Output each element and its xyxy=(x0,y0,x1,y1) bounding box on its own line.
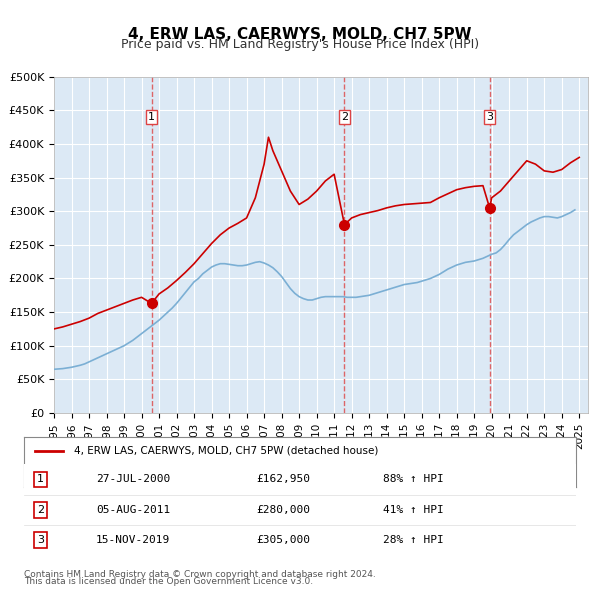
Text: 1: 1 xyxy=(148,112,155,122)
Text: Price paid vs. HM Land Registry's House Price Index (HPI): Price paid vs. HM Land Registry's House … xyxy=(121,38,479,51)
Text: HPI: Average price, detached house, Flintshire: HPI: Average price, detached house, Flin… xyxy=(74,468,315,478)
Text: This data is licensed under the Open Government Licence v3.0.: This data is licensed under the Open Gov… xyxy=(24,578,313,586)
Text: 4, ERW LAS, CAERWYS, MOLD, CH7 5PW (detached house): 4, ERW LAS, CAERWYS, MOLD, CH7 5PW (deta… xyxy=(74,445,378,455)
Text: 88% ↑ HPI: 88% ↑ HPI xyxy=(383,474,443,484)
Text: 28% ↑ HPI: 28% ↑ HPI xyxy=(383,535,443,545)
Text: £280,000: £280,000 xyxy=(256,505,310,514)
Text: 3: 3 xyxy=(37,535,44,545)
Text: 1: 1 xyxy=(37,474,44,484)
Text: £162,950: £162,950 xyxy=(256,474,310,484)
Text: Contains HM Land Registry data © Crown copyright and database right 2024.: Contains HM Land Registry data © Crown c… xyxy=(24,571,376,579)
Text: 05-AUG-2011: 05-AUG-2011 xyxy=(96,505,170,514)
Text: 27-JUL-2000: 27-JUL-2000 xyxy=(96,474,170,484)
Text: 3: 3 xyxy=(486,112,493,122)
Text: £305,000: £305,000 xyxy=(256,535,310,545)
Text: 2: 2 xyxy=(341,112,348,122)
Text: 15-NOV-2019: 15-NOV-2019 xyxy=(96,535,170,545)
Text: 41% ↑ HPI: 41% ↑ HPI xyxy=(383,505,443,514)
Text: 2: 2 xyxy=(37,505,44,514)
Text: 4, ERW LAS, CAERWYS, MOLD, CH7 5PW: 4, ERW LAS, CAERWYS, MOLD, CH7 5PW xyxy=(128,27,472,41)
